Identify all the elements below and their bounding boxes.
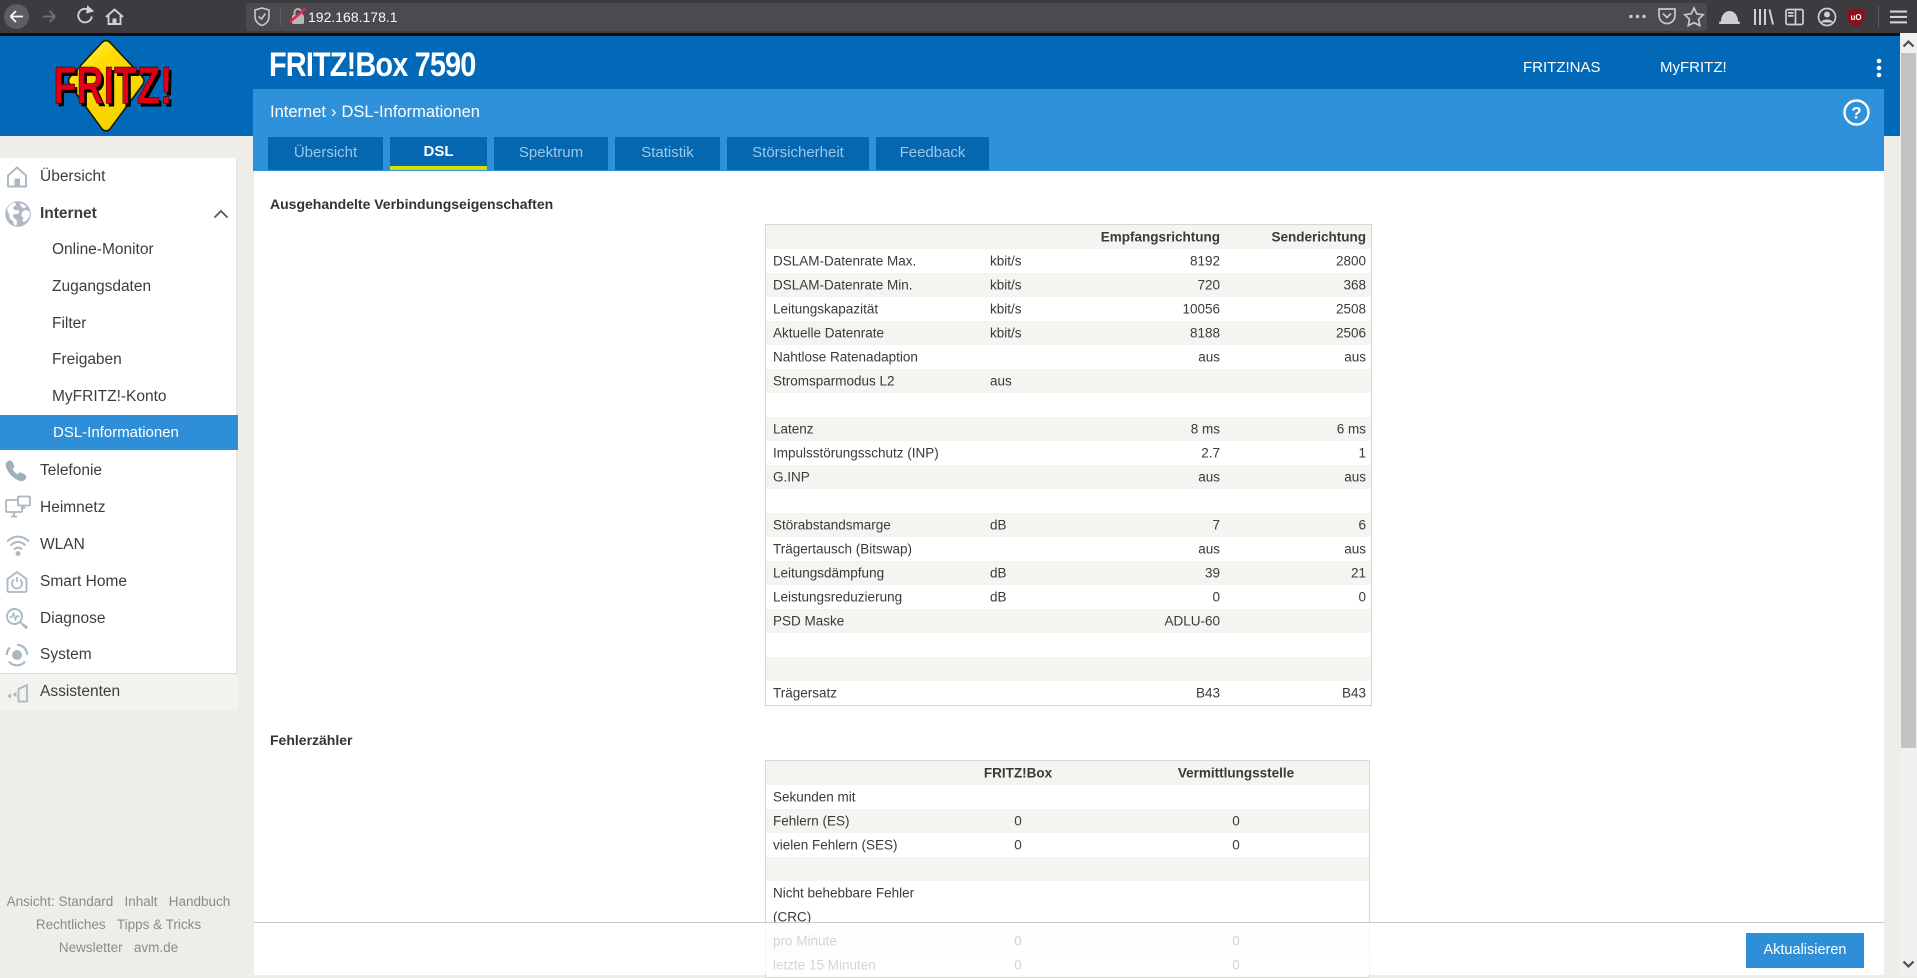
svg-text:FRITZ!: FRITZ! — [56, 60, 175, 119]
svg-text:?: ? — [1851, 104, 1861, 123]
svg-text:uO: uO — [1850, 13, 1861, 22]
svg-text:FRITZ!: FRITZ! — [54, 57, 173, 116]
